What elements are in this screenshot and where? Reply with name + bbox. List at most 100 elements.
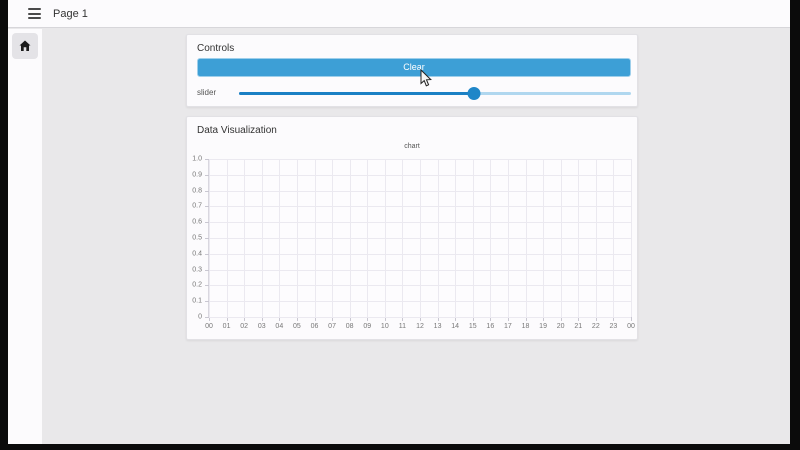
slider-thumb[interactable] xyxy=(467,87,481,100)
x-axis-tick-label: 23 xyxy=(609,323,618,330)
gridline-horizontal xyxy=(209,317,631,318)
x-axis-tick-label: 04 xyxy=(275,323,284,330)
x-axis-tick xyxy=(349,317,351,321)
menu-bar xyxy=(28,8,41,10)
x-axis-tick xyxy=(314,317,316,321)
y-axis-tick-label: 0.2 xyxy=(192,281,202,289)
x-axis-tick-label: 22 xyxy=(591,323,600,330)
x-axis-tick-label: 10 xyxy=(380,323,389,330)
x-axis-tick xyxy=(384,317,386,321)
x-axis-tick-label: 18 xyxy=(521,323,530,330)
gridline-vertical xyxy=(631,159,632,317)
x-axis-tick xyxy=(279,317,281,321)
x-axis-tick xyxy=(367,317,369,321)
x-axis-tick xyxy=(543,317,545,321)
x-axis-tick xyxy=(402,317,404,321)
gridline-horizontal xyxy=(209,301,631,303)
home-icon xyxy=(19,40,31,51)
slider-fill xyxy=(239,92,475,95)
data-visualization-card: Data Visualization chart 00 01 02 03 04 05 06 0… xyxy=(186,116,638,340)
gridline-horizontal xyxy=(209,159,631,160)
x-axis-tick xyxy=(261,317,263,321)
y-axis-tick xyxy=(205,317,209,318)
menu-icon[interactable] xyxy=(28,8,42,20)
x-axis-tick-label: 02 xyxy=(240,323,249,330)
x-axis-tick xyxy=(525,317,527,321)
y-axis-tick xyxy=(205,159,209,160)
letterbox-left xyxy=(0,0,8,450)
y-axis-tick-label: 0.8 xyxy=(192,187,202,195)
slider[interactable] xyxy=(239,85,631,101)
x-axis-tick xyxy=(209,317,210,321)
x-axis-tick-label: 08 xyxy=(345,323,354,330)
x-axis-tick-label: 00 xyxy=(627,323,635,330)
gridline-horizontal xyxy=(209,190,631,192)
slider-label: slider xyxy=(197,88,217,97)
x-axis-tick-label: 03 xyxy=(257,323,266,330)
x-axis-tick xyxy=(613,317,615,321)
gridline-horizontal xyxy=(209,253,631,255)
y-axis-tick-label: 1.0 xyxy=(192,155,202,163)
x-axis-tick-label: 07 xyxy=(328,323,336,330)
y-axis-tick-label: 0.7 xyxy=(192,202,202,210)
x-axis-tick-label: 17 xyxy=(504,323,512,330)
x-axis-tick-label: 13 xyxy=(433,323,442,330)
chart-title: chart xyxy=(404,143,420,150)
y-axis-tick xyxy=(205,253,209,255)
x-axis-tick xyxy=(296,317,298,321)
x-axis-tick xyxy=(578,317,580,321)
x-axis-tick-label: 11 xyxy=(398,323,407,330)
menu-bar xyxy=(28,12,41,15)
y-axis-tick xyxy=(205,206,209,208)
page-title: Page 1 xyxy=(53,8,88,20)
y-axis-tick-label: 0.5 xyxy=(192,234,202,242)
y-axis-tick-label: 0.1 xyxy=(192,297,202,305)
y-axis-tick-label: 0.4 xyxy=(192,250,202,258)
y-axis-tick xyxy=(205,269,209,271)
x-axis-tick-label: 15 xyxy=(468,323,477,330)
x-axis-tick-label: 09 xyxy=(363,323,372,330)
letterbox-right xyxy=(790,0,800,450)
menu-bar xyxy=(28,17,41,19)
y-axis-tick xyxy=(205,222,209,224)
gridline-horizontal xyxy=(209,285,631,287)
x-axis-tick xyxy=(455,317,457,321)
x-axis-tick-label: 06 xyxy=(310,323,319,330)
y-axis-tick-label: 0.9 xyxy=(192,171,202,179)
y-axis-tick xyxy=(205,238,209,239)
viz-card-title: Data Visualization xyxy=(197,125,277,136)
gridline-horizontal xyxy=(209,269,631,271)
app-header: Page 1 xyxy=(8,0,790,28)
x-axis-tick xyxy=(226,317,228,321)
x-axis-tick-label: 21 xyxy=(574,323,583,330)
plot-area[interactable]: 00 01 02 03 04 05 06 07 08 09 10 11 12 13 14 15 16 17 18 19… xyxy=(192,156,635,331)
clear-button[interactable]: Clear xyxy=(197,58,631,77)
x-axis-tick xyxy=(490,317,492,321)
x-axis-tick-label: 00 xyxy=(205,323,213,330)
controls-card-title: Controls xyxy=(197,43,235,54)
gridline-horizontal xyxy=(209,222,631,224)
x-axis-tick-label: 20 xyxy=(556,323,565,330)
x-axis-tick xyxy=(420,317,421,321)
y-axis-tick-label: 0 xyxy=(198,313,202,321)
controls-card: Controls Clear slider xyxy=(186,34,638,107)
x-axis-tick-label: 19 xyxy=(539,323,547,330)
y-axis-tick xyxy=(205,174,209,176)
slider-row: slider xyxy=(197,85,631,101)
x-axis-tick-label: 14 xyxy=(451,323,460,330)
x-axis-tick xyxy=(472,317,474,321)
sidebar xyxy=(8,29,42,444)
x-axis-tick-label: 16 xyxy=(486,323,495,330)
x-axis-tick xyxy=(437,317,439,321)
y-axis-tick xyxy=(205,190,209,192)
x-axis-tick-label: 01 xyxy=(222,323,231,330)
x-axis-tick xyxy=(560,317,562,321)
gridline-horizontal xyxy=(209,238,631,239)
x-axis-tick xyxy=(507,317,509,321)
x-axis-tick-label: 05 xyxy=(293,323,301,330)
sidebar-item-home[interactable] xyxy=(12,33,38,59)
y-axis-tick-label: 0.6 xyxy=(192,218,202,226)
gridline-horizontal xyxy=(209,206,631,208)
gridline-horizontal xyxy=(209,174,631,176)
